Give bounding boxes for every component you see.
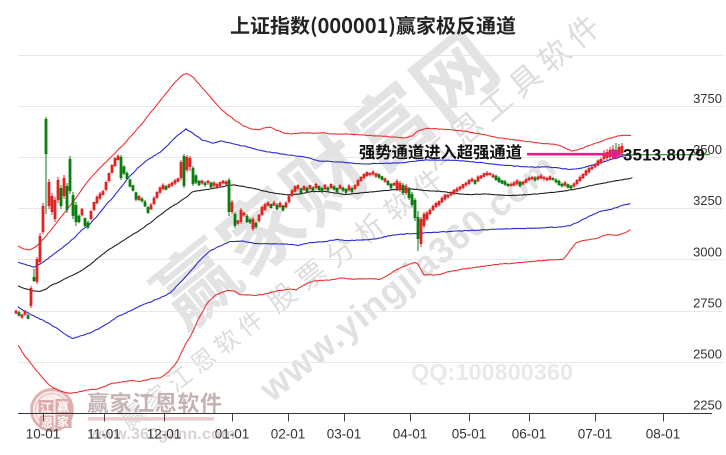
svg-text:2500: 2500 (693, 347, 722, 362)
svg-text:3500: 3500 (693, 142, 722, 157)
svg-text:2250: 2250 (693, 398, 722, 413)
svg-text:3250: 3250 (693, 193, 722, 208)
svg-text:12-01: 12-01 (147, 427, 182, 442)
svg-text:01-01: 01-01 (215, 427, 250, 442)
svg-text:3750: 3750 (693, 91, 722, 106)
svg-text:QQ:100800360: QQ:100800360 (411, 359, 573, 385)
svg-text:02-01: 02-01 (271, 427, 306, 442)
svg-text:10-01: 10-01 (26, 427, 61, 442)
svg-text:3513.8079: 3513.8079 (623, 146, 705, 165)
svg-text:11-01: 11-01 (87, 427, 121, 442)
svg-text:08-01: 08-01 (646, 427, 681, 442)
svg-text:www.360gann.com: www.360gann.com (88, 426, 235, 443)
svg-text:2750: 2750 (693, 296, 722, 311)
svg-text:06-01: 06-01 (512, 427, 547, 442)
svg-text:07-01: 07-01 (578, 427, 613, 442)
svg-text:04-01: 04-01 (393, 427, 428, 442)
svg-text:05-01: 05-01 (452, 427, 487, 442)
svg-text:03-01: 03-01 (327, 427, 362, 442)
svg-text:3000: 3000 (693, 244, 722, 259)
